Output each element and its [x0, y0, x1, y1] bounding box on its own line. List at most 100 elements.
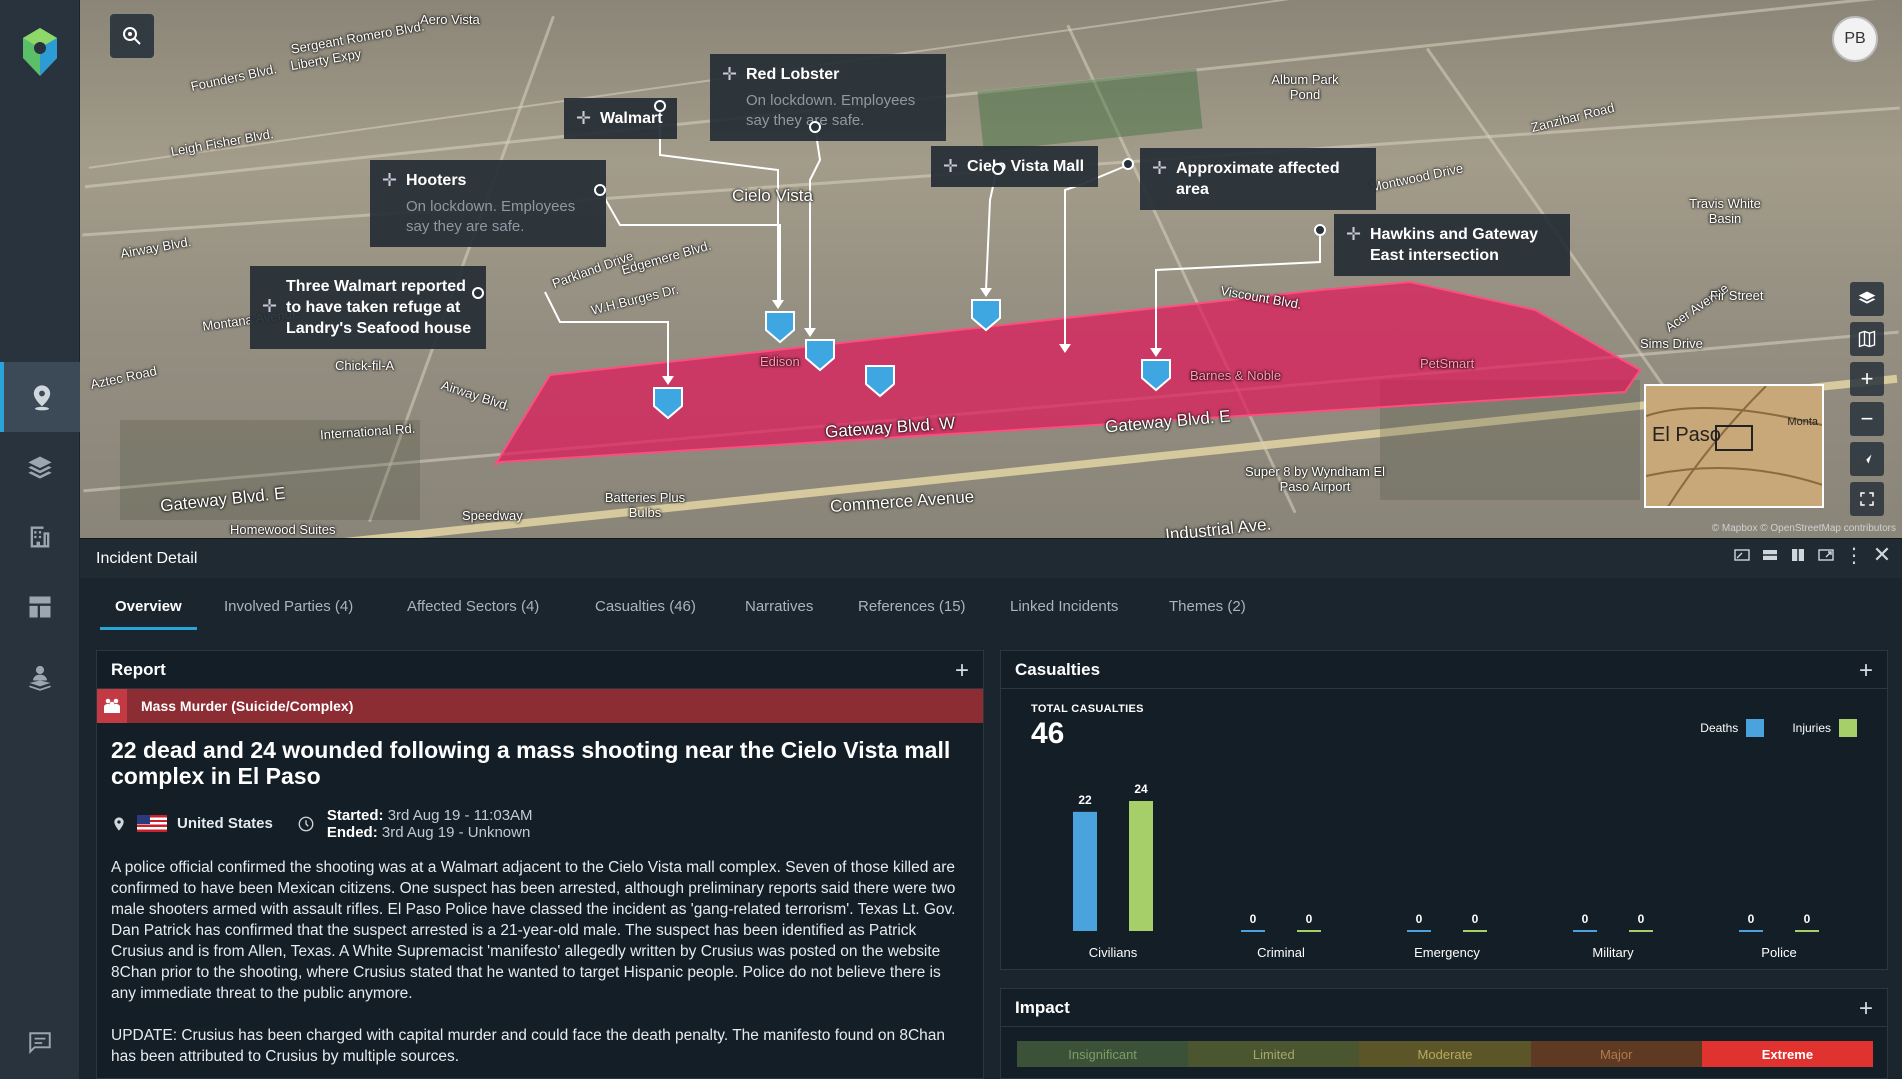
tab-narratives[interactable]: Narratives — [745, 598, 814, 615]
legend-label: Deaths — [1700, 721, 1739, 735]
callout-three-walmart[interactable]: ✛ Three Walmart reported to have taken r… — [250, 266, 486, 349]
tab-themes[interactable]: Themes (2) — [1169, 598, 1246, 615]
split-vertical-icon[interactable] — [1790, 547, 1806, 563]
incident-tabs: Overview Involved Parties (4) Affected S… — [80, 578, 1902, 636]
report-paragraph: UPDATE: Crusius has been charged with ca… — [111, 1027, 946, 1065]
casualties-heading: Casualties — [1015, 659, 1101, 679]
tab-references[interactable]: References (15) — [858, 598, 966, 615]
more-options-icon[interactable]: ⋮ — [1844, 544, 1864, 567]
callout-hawkins-gateway[interactable]: ✛ Hawkins and Gateway East intersection — [1334, 214, 1570, 276]
app-logo[interactable] — [20, 26, 60, 78]
tab-affected-sectors[interactable]: Affected Sectors (4) — [407, 598, 540, 615]
minimize-panel-icon[interactable] — [1734, 547, 1750, 563]
zoom-out-icon[interactable]: − — [1850, 402, 1884, 436]
satellite-map[interactable]: Aero Vista Sergeant Romero Blvd. Liberty… — [80, 0, 1902, 538]
map-label: Aero Vista — [420, 12, 480, 27]
category-tick-label: Police — [1761, 945, 1796, 960]
category-banner: Mass Murder (Suicide/Complex) — [97, 689, 983, 723]
bar-injuries-civilians[interactable] — [1129, 801, 1153, 931]
impact-level-moderate[interactable]: Moderate — [1359, 1041, 1531, 1067]
category-tick-label: Military — [1592, 945, 1634, 960]
tab-casualties[interactable]: Casualties (46) — [595, 598, 696, 615]
impact-scale: Insignificant Limited Moderate Major Extreme — [1017, 1041, 1874, 1067]
legend-swatch-injuries — [1839, 719, 1857, 737]
total-casualties-value: 46 — [1031, 717, 1065, 750]
zoom-in-icon[interactable]: + — [1850, 362, 1884, 396]
chart-legend: Deaths Injuries — [1700, 719, 1857, 737]
category-tick-label: Civilians — [1089, 945, 1138, 960]
nav-person-pin-icon[interactable] — [0, 642, 80, 712]
data-label: 0 — [1804, 912, 1811, 926]
impact-level-limited[interactable]: Limited — [1188, 1041, 1360, 1067]
layers-toggle-icon[interactable] — [1850, 282, 1884, 316]
callout-title: Walmart — [600, 110, 663, 127]
impact-level-extreme[interactable]: Extreme — [1701, 1041, 1874, 1067]
tab-involved-parties[interactable]: Involved Parties (4) — [224, 598, 354, 615]
callout-affected-area[interactable]: ✛ Approximate affected area — [1140, 148, 1376, 210]
nav-map-icon[interactable] — [0, 362, 80, 432]
map-tools: + − — [1850, 282, 1884, 516]
category-label: Mass Murder (Suicide/Complex) — [141, 698, 354, 714]
callout-red-lobster[interactable]: ✛ Red Lobster On lockdown. Employees say… — [710, 54, 946, 141]
legend-item-deaths[interactable]: Deaths — [1700, 719, 1765, 737]
move-icon: ✛ — [943, 156, 959, 176]
tab-overview[interactable]: Overview — [100, 598, 197, 630]
map-label: PetSmart — [1420, 356, 1475, 371]
nav-dashboard-icon[interactable] — [0, 572, 80, 642]
move-icon: ✛ — [576, 108, 592, 128]
map-search-button[interactable] — [110, 14, 154, 58]
map-label: Album Park Pond — [1271, 72, 1339, 102]
map-label: Speedway — [462, 508, 523, 523]
compass-icon[interactable] — [1850, 442, 1884, 476]
nav-building-icon[interactable] — [0, 502, 80, 572]
callout-cielo-vista-mall[interactable]: ✛ Cielo Vista Mall — [931, 146, 1099, 187]
bar-deaths-civilians[interactable] — [1073, 811, 1097, 931]
fullscreen-icon[interactable] — [1850, 482, 1884, 516]
callout-anchor — [1122, 158, 1134, 170]
add-report-icon[interactable]: + — [954, 657, 969, 684]
map-label: Barnes & Noble — [1190, 368, 1282, 383]
callout-title: Three Walmart reported to have taken ref… — [286, 278, 472, 337]
impact-level-insignificant[interactable]: Insignificant — [1017, 1041, 1189, 1067]
callout-title: Red Lobster — [746, 66, 840, 83]
add-casualty-icon[interactable]: + — [1858, 657, 1873, 684]
move-icon: ✛ — [722, 64, 738, 84]
map-label: Fir Street — [1710, 288, 1764, 303]
close-panel-icon[interactable]: ✕ — [1872, 542, 1892, 567]
feedback-icon[interactable] — [22, 1025, 58, 1061]
incident-headline: 22 dead and 24 wounded following a mass … — [111, 737, 951, 789]
move-icon: ✛ — [1346, 224, 1362, 244]
panel-title: Incident Detail — [96, 549, 198, 567]
basemap-icon[interactable] — [1850, 322, 1884, 356]
impact-level-major[interactable]: Major — [1530, 1041, 1702, 1067]
callout-title: Approximate affected area — [1176, 160, 1340, 198]
legend-label: Injuries — [1792, 721, 1831, 735]
callout-hooters[interactable]: ✛ Hooters On lockdown. Employees say the… — [370, 160, 606, 247]
overview-minimap[interactable]: El Paso Monta — [1644, 384, 1824, 508]
move-icon: ✛ — [382, 170, 398, 190]
user-avatar[interactable]: PB — [1832, 16, 1878, 62]
legend-swatch-deaths — [1746, 719, 1765, 737]
category-tick-label: Emergency — [1414, 945, 1480, 960]
left-nav-rail — [0, 0, 80, 1079]
casualties-card: Casualties + TOTAL CASUALTIES 46 Deaths … — [1000, 650, 1888, 970]
location: United States — [111, 815, 273, 832]
split-horizontal-icon[interactable] — [1762, 547, 1778, 563]
minimap-city-label: El Paso — [1652, 424, 1721, 446]
incident-times: Started: 3rd Aug 19 - 11:03AM Ended: 3rd… — [297, 807, 533, 841]
map-search-icon — [123, 27, 141, 45]
maximize-panel-icon[interactable] — [1818, 547, 1834, 563]
legend-item-injuries[interactable]: Injuries — [1792, 719, 1857, 737]
add-impact-icon[interactable]: + — [1858, 995, 1873, 1022]
started-value: 3rd Aug 19 - 11:03AM — [387, 807, 533, 824]
tab-linked-incidents[interactable]: Linked Incidents — [1010, 598, 1119, 615]
report-heading: Report — [111, 659, 166, 679]
map-attribution[interactable]: © Mapbox © OpenStreetMap contributors — [1711, 523, 1896, 534]
data-label: 24 — [1134, 782, 1148, 796]
callout-anchor — [809, 121, 821, 133]
minimap-label: Monta — [1787, 416, 1818, 428]
nav-layers-icon[interactable] — [0, 432, 80, 502]
data-label: 22 — [1078, 793, 1092, 807]
map-label: Batteries Plus Bulbs — [604, 490, 686, 520]
